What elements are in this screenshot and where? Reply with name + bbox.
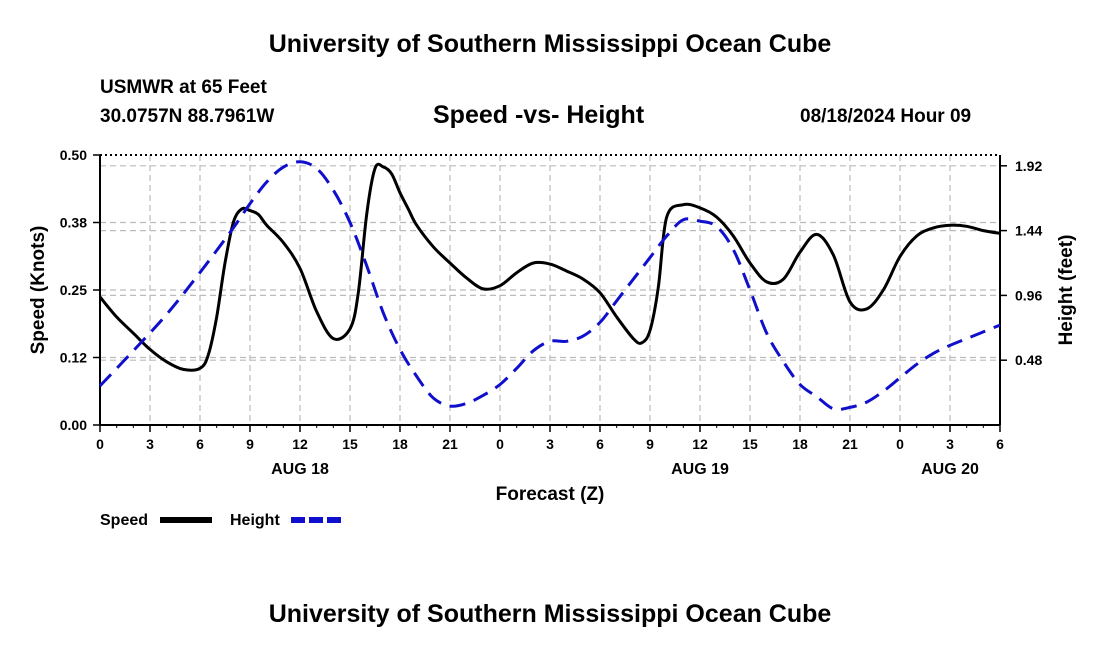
y-left-tick-label: 0.25 <box>60 282 87 298</box>
y-left-axis-title: Speed (Knots) <box>28 226 49 355</box>
y-right-tick-label: 1.44 <box>1015 223 1042 239</box>
y-left-tick-label: 0.12 <box>60 350 87 366</box>
station-name: USMWR at 65 Feet <box>100 77 267 98</box>
y-right-axis-title: Height (feet) <box>1056 235 1077 346</box>
y-right-tick-label: 0.96 <box>1015 287 1042 303</box>
x-axis-title: Forecast (Z) <box>496 484 605 505</box>
station-coordinates: 30.0757N 88.7961W <box>100 106 275 127</box>
x-tick-label: 18 <box>792 436 808 452</box>
legend-label-height: Height <box>230 512 280 529</box>
x-tick-label: 3 <box>946 436 954 452</box>
x-tick-label: 0 <box>96 436 104 452</box>
date-label: AUG 18 <box>271 461 329 478</box>
chart-title: Speed -vs- Height <box>433 101 645 129</box>
x-tick-label: 15 <box>342 436 358 452</box>
x-tick-label: 12 <box>692 436 708 452</box>
forecast-datetime: 08/18/2024 Hour 09 <box>800 106 972 127</box>
date-label: AUG 20 <box>921 461 979 478</box>
x-tick-label: 9 <box>246 436 254 452</box>
y-right-tick-label: 1.92 <box>1015 158 1042 174</box>
x-tick-label: 6 <box>596 436 604 452</box>
x-tick-label: 18 <box>392 436 408 452</box>
x-tick-label: 0 <box>896 436 904 452</box>
x-tick-label: 6 <box>196 436 204 452</box>
y-left-tick-label: 0.00 <box>60 417 87 433</box>
y-right-tick-label: 0.48 <box>1015 352 1042 368</box>
x-tick-label: 6 <box>996 436 1004 452</box>
height-series-line <box>98 160 1001 412</box>
main-title: University of Southern Mississippi Ocean… <box>268 30 832 58</box>
x-tick-label: 12 <box>292 436 308 452</box>
y-left-tick-label: 0.38 <box>60 215 87 231</box>
date-label: AUG 19 <box>671 461 729 478</box>
x-tick-label: 3 <box>146 436 154 452</box>
x-tick-label: 21 <box>842 436 858 452</box>
x-tick-label: 15 <box>742 436 758 452</box>
y-left-tick-label: 0.50 <box>60 147 87 163</box>
x-tick-label: 3 <box>546 436 554 452</box>
legend-label-speed: Speed <box>100 512 148 529</box>
x-tick-label: 9 <box>646 436 654 452</box>
x-tick-label: 21 <box>442 436 458 452</box>
speed-series-line <box>98 162 1001 372</box>
footer-title: University of Southern Mississippi Ocean… <box>268 600 832 628</box>
x-tick-label: 0 <box>496 436 504 452</box>
